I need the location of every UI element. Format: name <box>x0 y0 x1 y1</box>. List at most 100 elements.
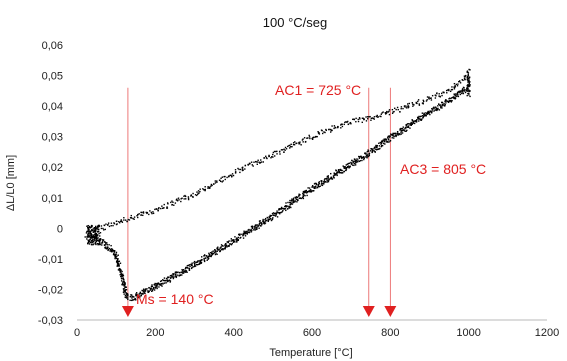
data-point <box>92 228 94 230</box>
data-point <box>415 119 418 122</box>
data-point <box>379 115 381 117</box>
x-tick-labels: 0 200 400 600 800 1000 1200 <box>74 327 559 339</box>
data-point <box>327 176 329 179</box>
data-point <box>285 209 287 212</box>
data-point <box>450 88 453 91</box>
data-point <box>290 206 292 209</box>
data-point <box>87 224 89 227</box>
data-point <box>467 92 469 95</box>
data-point <box>219 249 221 252</box>
data-point <box>464 78 466 81</box>
data-point <box>424 114 427 117</box>
data-point <box>133 216 136 218</box>
data-point <box>434 109 436 111</box>
data-point <box>350 161 352 164</box>
data-point <box>466 90 469 92</box>
data-point <box>133 298 135 301</box>
data-point <box>133 296 135 298</box>
data-point <box>446 92 448 94</box>
data-point <box>145 211 147 214</box>
data-point <box>251 164 253 166</box>
data-point <box>347 165 350 167</box>
data-point <box>125 289 128 291</box>
data-point <box>121 221 124 223</box>
data-point <box>399 128 401 130</box>
data-point <box>399 111 401 113</box>
data-point <box>467 72 470 74</box>
data-point <box>453 82 456 85</box>
data-point <box>367 149 369 151</box>
data-point <box>98 240 100 242</box>
data-point <box>286 208 289 210</box>
data-point <box>228 244 230 247</box>
data-point <box>418 104 421 106</box>
data-point <box>181 272 183 274</box>
data-point <box>359 118 361 120</box>
data-point <box>413 122 416 125</box>
data-point <box>139 292 141 295</box>
data-point <box>361 121 363 124</box>
data-point <box>395 108 397 111</box>
data-point <box>126 220 128 223</box>
data-point <box>139 296 141 298</box>
data-point <box>433 106 435 108</box>
data-point <box>449 90 452 93</box>
data-point <box>298 141 300 144</box>
scatter-points <box>84 68 471 302</box>
data-point <box>119 270 121 272</box>
data-point <box>87 226 89 229</box>
data-point <box>439 104 441 107</box>
data-point <box>468 90 471 93</box>
data-point <box>107 222 110 224</box>
data-point <box>383 142 385 145</box>
data-point <box>157 209 159 212</box>
data-point <box>464 88 466 91</box>
data-point <box>161 285 163 287</box>
data-point <box>425 112 427 114</box>
data-point <box>356 158 358 160</box>
data-point <box>375 144 377 147</box>
data-point <box>462 92 465 95</box>
data-point <box>466 84 469 86</box>
data-point <box>190 267 193 270</box>
data-point <box>299 194 301 196</box>
data-point <box>126 297 128 299</box>
data-point <box>137 216 139 219</box>
data-point <box>87 241 90 244</box>
data-point <box>346 163 349 165</box>
data-point <box>287 201 289 204</box>
data-point <box>214 180 217 182</box>
data-point <box>95 235 97 237</box>
data-point <box>371 151 373 154</box>
data-point <box>294 141 296 143</box>
data-point <box>354 160 357 163</box>
data-point <box>89 235 92 237</box>
data-point <box>247 163 249 166</box>
data-point <box>337 126 339 129</box>
data-point <box>287 205 289 207</box>
data-point <box>431 94 434 97</box>
data-point <box>234 236 236 238</box>
data-point <box>435 109 437 111</box>
data-point <box>97 230 100 233</box>
data-point <box>199 259 201 262</box>
data-point <box>236 241 238 243</box>
data-point <box>330 172 332 175</box>
data-point <box>128 219 131 221</box>
data-point <box>95 237 98 240</box>
data-point <box>88 229 90 231</box>
data-point <box>120 275 122 278</box>
data-point <box>304 191 306 194</box>
data-point <box>392 134 394 136</box>
data-point <box>337 126 339 128</box>
data-point <box>356 161 359 163</box>
data-point <box>311 138 314 141</box>
data-point <box>258 223 261 225</box>
data-point <box>228 245 230 248</box>
data-point <box>377 116 380 118</box>
data-point <box>162 279 165 282</box>
data-point <box>358 155 360 158</box>
data-point <box>281 208 283 210</box>
data-point <box>400 107 402 110</box>
data-point <box>132 295 134 298</box>
